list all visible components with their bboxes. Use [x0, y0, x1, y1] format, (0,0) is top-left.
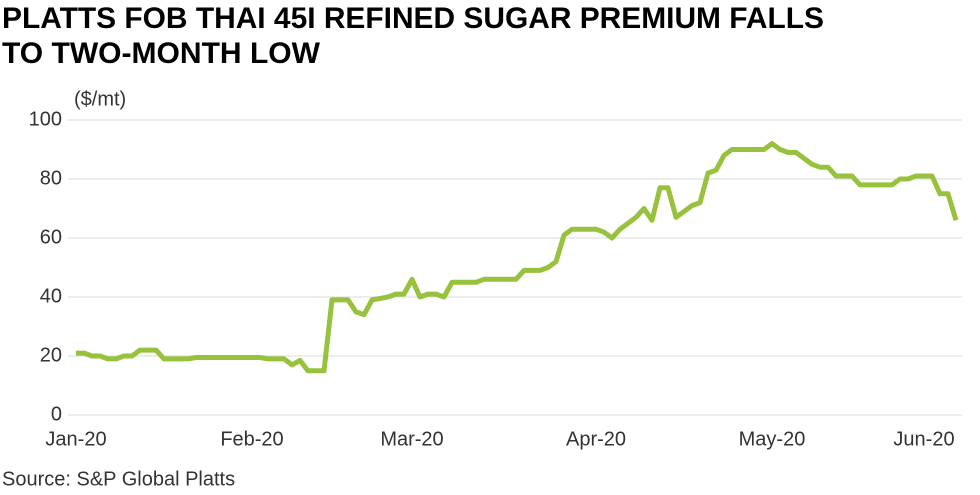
- line: [76, 141, 959, 374]
- y-tick-label: 0: [51, 403, 62, 425]
- x-tick-label: Mar-20: [380, 428, 443, 450]
- y-tick-label: 20: [40, 344, 62, 366]
- x-tick-label: Feb-20: [220, 428, 283, 450]
- chart-title: PLATTS FOB THAI 45I REFINED SUGAR PREMIU…: [2, 2, 824, 35]
- x-tick-label: May-20: [739, 428, 806, 450]
- y-tick-label: 80: [40, 167, 62, 189]
- x-tick-label: Jun-20: [893, 428, 954, 450]
- x-tick-label: Jan-20: [45, 428, 106, 450]
- source: Source: S&P Global Platts: [2, 468, 235, 490]
- y-tick-label: 40: [40, 285, 62, 307]
- x-tick-label: Apr-20: [566, 428, 626, 450]
- y-tick-label: 60: [40, 226, 62, 248]
- y-axis-label: ($/mt): [74, 88, 126, 110]
- chart-title: TO TWO-MONTH LOW: [2, 37, 321, 70]
- y-tick-label: 100: [29, 108, 62, 130]
